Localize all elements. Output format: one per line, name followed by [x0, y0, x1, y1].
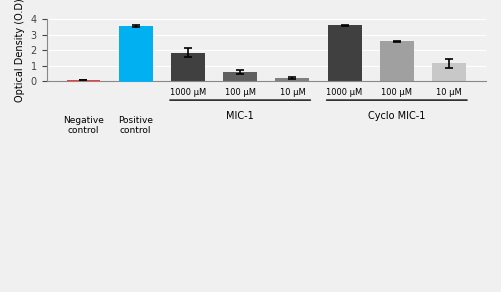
Bar — [171, 53, 205, 81]
Bar — [380, 41, 414, 81]
Bar — [119, 26, 153, 81]
Text: MIC-1: MIC-1 — [226, 111, 254, 121]
Text: 10 μM: 10 μM — [436, 88, 462, 97]
Text: Cyclo MIC-1: Cyclo MIC-1 — [368, 111, 425, 121]
Bar — [276, 78, 309, 81]
Text: 100 μM: 100 μM — [381, 88, 412, 97]
Bar — [223, 72, 257, 81]
Text: 100 μM: 100 μM — [224, 88, 256, 97]
Y-axis label: Optical Density (O.D): Optical Density (O.D) — [15, 0, 25, 102]
Bar — [67, 80, 100, 81]
Text: 1000 μM: 1000 μM — [327, 88, 363, 97]
Bar — [432, 63, 466, 81]
Text: 1000 μM: 1000 μM — [170, 88, 206, 97]
Text: Negative
control: Negative control — [63, 116, 104, 135]
Text: Positive
control: Positive control — [118, 116, 153, 135]
Text: 10 μM: 10 μM — [280, 88, 305, 97]
Bar — [328, 25, 362, 81]
